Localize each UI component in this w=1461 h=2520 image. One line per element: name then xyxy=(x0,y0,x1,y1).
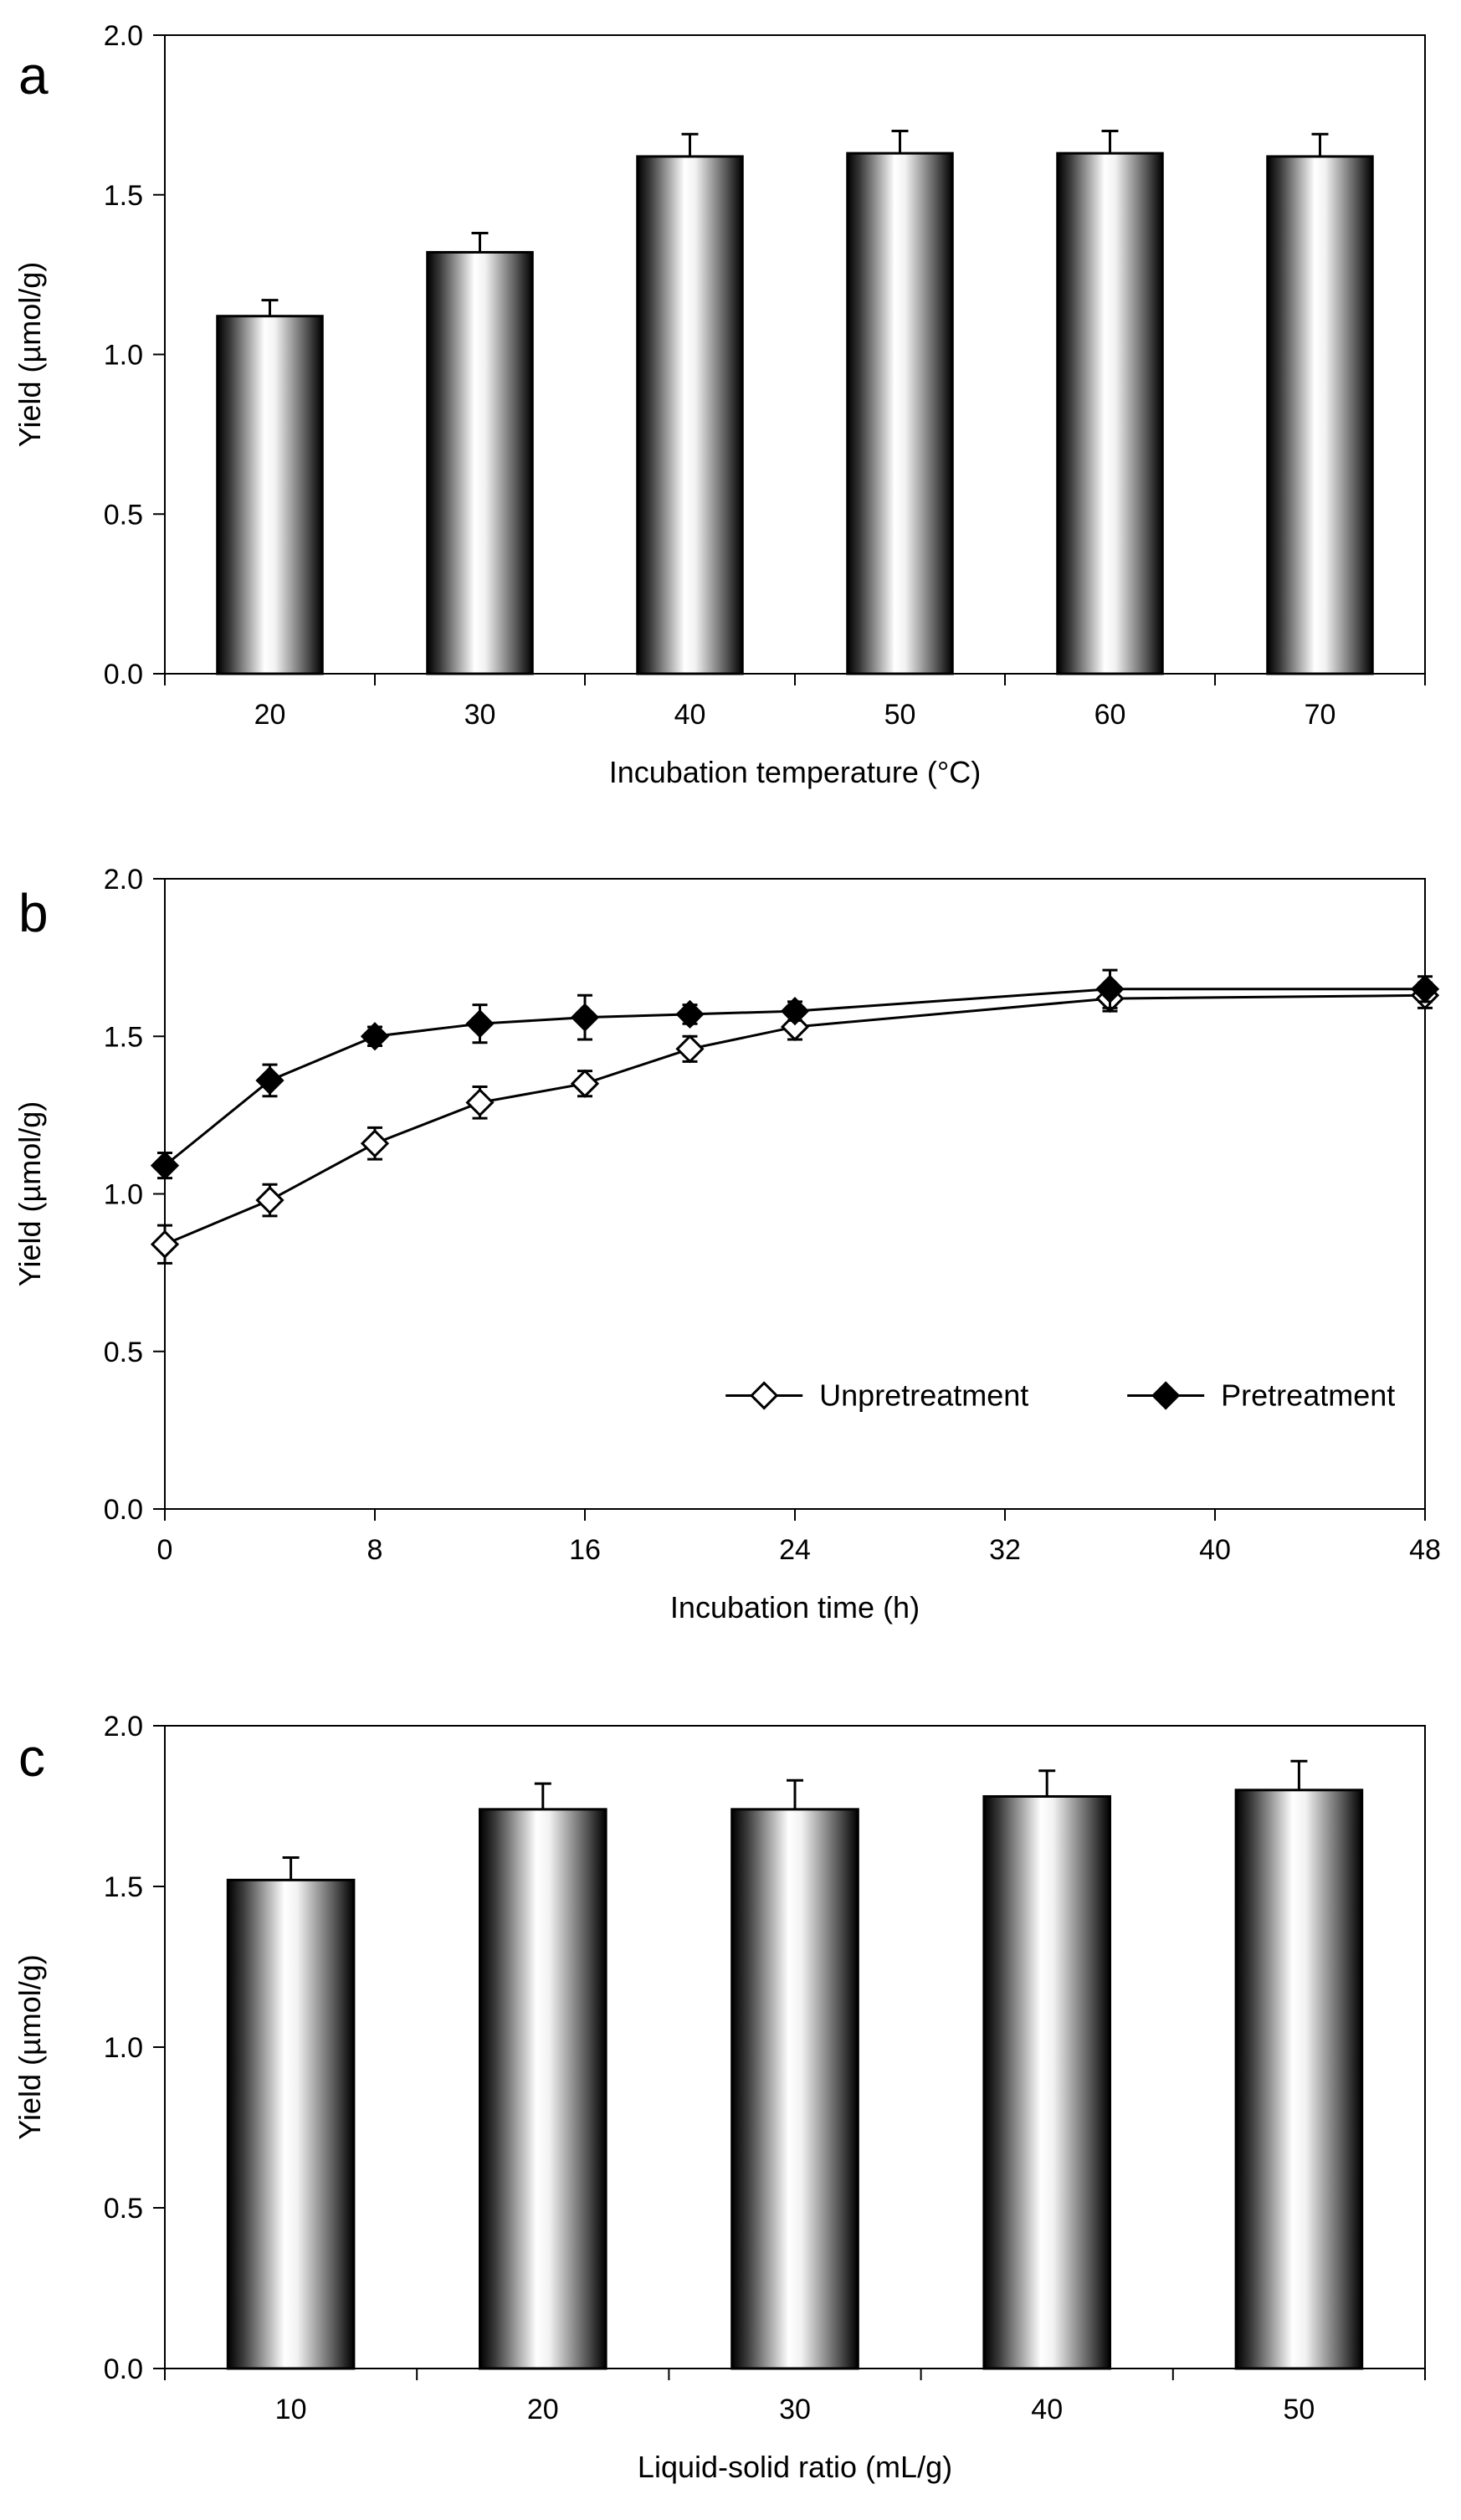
y-tick-label: 1.0 xyxy=(104,340,143,372)
plot-frame xyxy=(164,34,1426,675)
y-tick-label: 2.0 xyxy=(104,864,143,896)
y-tick-label: 2.0 xyxy=(104,1711,143,1742)
x-tick-label: 40 xyxy=(1199,1534,1231,1566)
bar xyxy=(216,315,324,675)
legend-label: Unpretreatment xyxy=(819,1378,1028,1412)
x-tick-label: 30 xyxy=(779,2394,811,2425)
x-axis-label: Incubation time (h) xyxy=(670,1590,920,1624)
data-point-pretreatment xyxy=(255,1065,285,1096)
bar xyxy=(479,1808,607,2370)
x-tick-label: 0 xyxy=(157,1534,173,1566)
y-tick-label: 2.0 xyxy=(104,20,143,52)
x-tick-label: 20 xyxy=(527,2394,559,2425)
legend-marker xyxy=(1151,1381,1181,1410)
panel-b-chart: 0.0 0.5 1.0 1.5 2.0 Yield (µmol/g) b 0 8 16 24 32 40… xyxy=(13,864,1441,1624)
data-point-pretreatment xyxy=(570,1003,600,1032)
x-tick-label: 32 xyxy=(989,1534,1021,1566)
bar xyxy=(1056,151,1164,675)
x-tick-label: 40 xyxy=(1031,2394,1063,2425)
panel-letter: b xyxy=(18,883,49,943)
legend-entry-pretreatment: Pretreatment xyxy=(1127,1378,1395,1412)
y-tick-label: 1.5 xyxy=(104,180,143,212)
panel-letter: a xyxy=(18,45,49,105)
data-point-pretreatment xyxy=(1410,974,1440,1003)
data-point-unpretreatment xyxy=(255,1185,285,1215)
x-tick-label: 20 xyxy=(254,699,286,731)
y-tick-label: 0.5 xyxy=(104,499,143,531)
y-tick-label: 1.5 xyxy=(104,1871,143,1903)
x-axis-label: Liquid-solid ratio (mL/g) xyxy=(638,2450,952,2484)
y-tick-label: 0.0 xyxy=(104,2353,143,2385)
x-axis-label: Incubation temperature (°C) xyxy=(609,755,982,789)
panel-letter: c xyxy=(18,1727,45,1788)
y-tick-label: 0.0 xyxy=(104,659,143,690)
data-point-unpretreatment xyxy=(675,1034,705,1064)
y-tick-label: 1.0 xyxy=(104,1179,143,1211)
bar xyxy=(730,1808,859,2370)
panel-a-chart: 0.0 0.5 1.0 1.5 2.0 Yield (µmol/g) a 20 30 40 50 60… xyxy=(13,20,1426,789)
y-axis-label: Yield (µmol/g) xyxy=(13,1954,47,2139)
data-point-pretreatment xyxy=(150,1151,180,1180)
data-point-pretreatment xyxy=(360,1022,390,1051)
x-tick-label: 24 xyxy=(779,1534,811,1566)
plot-frame xyxy=(164,878,1426,1510)
y-axis-label: Yield (µmol/g) xyxy=(13,262,47,447)
legend-label: Pretreatment xyxy=(1221,1378,1395,1412)
bar xyxy=(1266,155,1374,675)
y-tick-label: 1.5 xyxy=(104,1021,143,1053)
x-tick-label: 8 xyxy=(367,1534,383,1566)
legend-entry-unpretreatment: Unpretreatment xyxy=(725,1378,1028,1412)
legend-marker xyxy=(750,1381,779,1410)
bar xyxy=(426,250,534,675)
data-point-unpretreatment xyxy=(465,1088,495,1117)
bar xyxy=(982,1794,1112,2370)
data-point-pretreatment xyxy=(1095,974,1125,1003)
x-tick-label: 50 xyxy=(884,699,916,731)
bar xyxy=(226,1878,356,2370)
data-point-pretreatment xyxy=(780,997,810,1026)
data-point-pretreatment xyxy=(465,1009,495,1039)
bar xyxy=(636,155,744,675)
x-tick-label: 16 xyxy=(569,1534,601,1566)
data-point-pretreatment xyxy=(675,999,705,1029)
data-point-unpretreatment xyxy=(360,1129,390,1158)
y-tick-label: 0.5 xyxy=(104,1337,143,1368)
x-tick-label: 48 xyxy=(1409,1534,1441,1566)
y-tick-label: 0.0 xyxy=(104,1494,143,1526)
y-tick-label: 1.0 xyxy=(104,2032,143,2064)
x-tick-label: 40 xyxy=(674,699,706,731)
x-tick-label: 70 xyxy=(1305,699,1336,731)
panel-c-chart: 0.0 0.5 1.0 1.5 2.0 Yield (µmol/g) c 10 20 30 40 50… xyxy=(13,1711,1426,2484)
x-tick-label: 30 xyxy=(464,699,496,731)
x-tick-label: 60 xyxy=(1094,699,1126,731)
bar xyxy=(846,151,954,675)
data-point-unpretreatment xyxy=(570,1069,600,1098)
y-axis-label: Yield (µmol/g) xyxy=(13,1101,47,1286)
data-point-unpretreatment xyxy=(150,1229,180,1259)
x-tick-label: 50 xyxy=(1283,2394,1315,2425)
bar xyxy=(1234,1789,1364,2370)
x-tick-label: 10 xyxy=(275,2394,307,2425)
y-tick-label: 0.5 xyxy=(104,2193,143,2225)
